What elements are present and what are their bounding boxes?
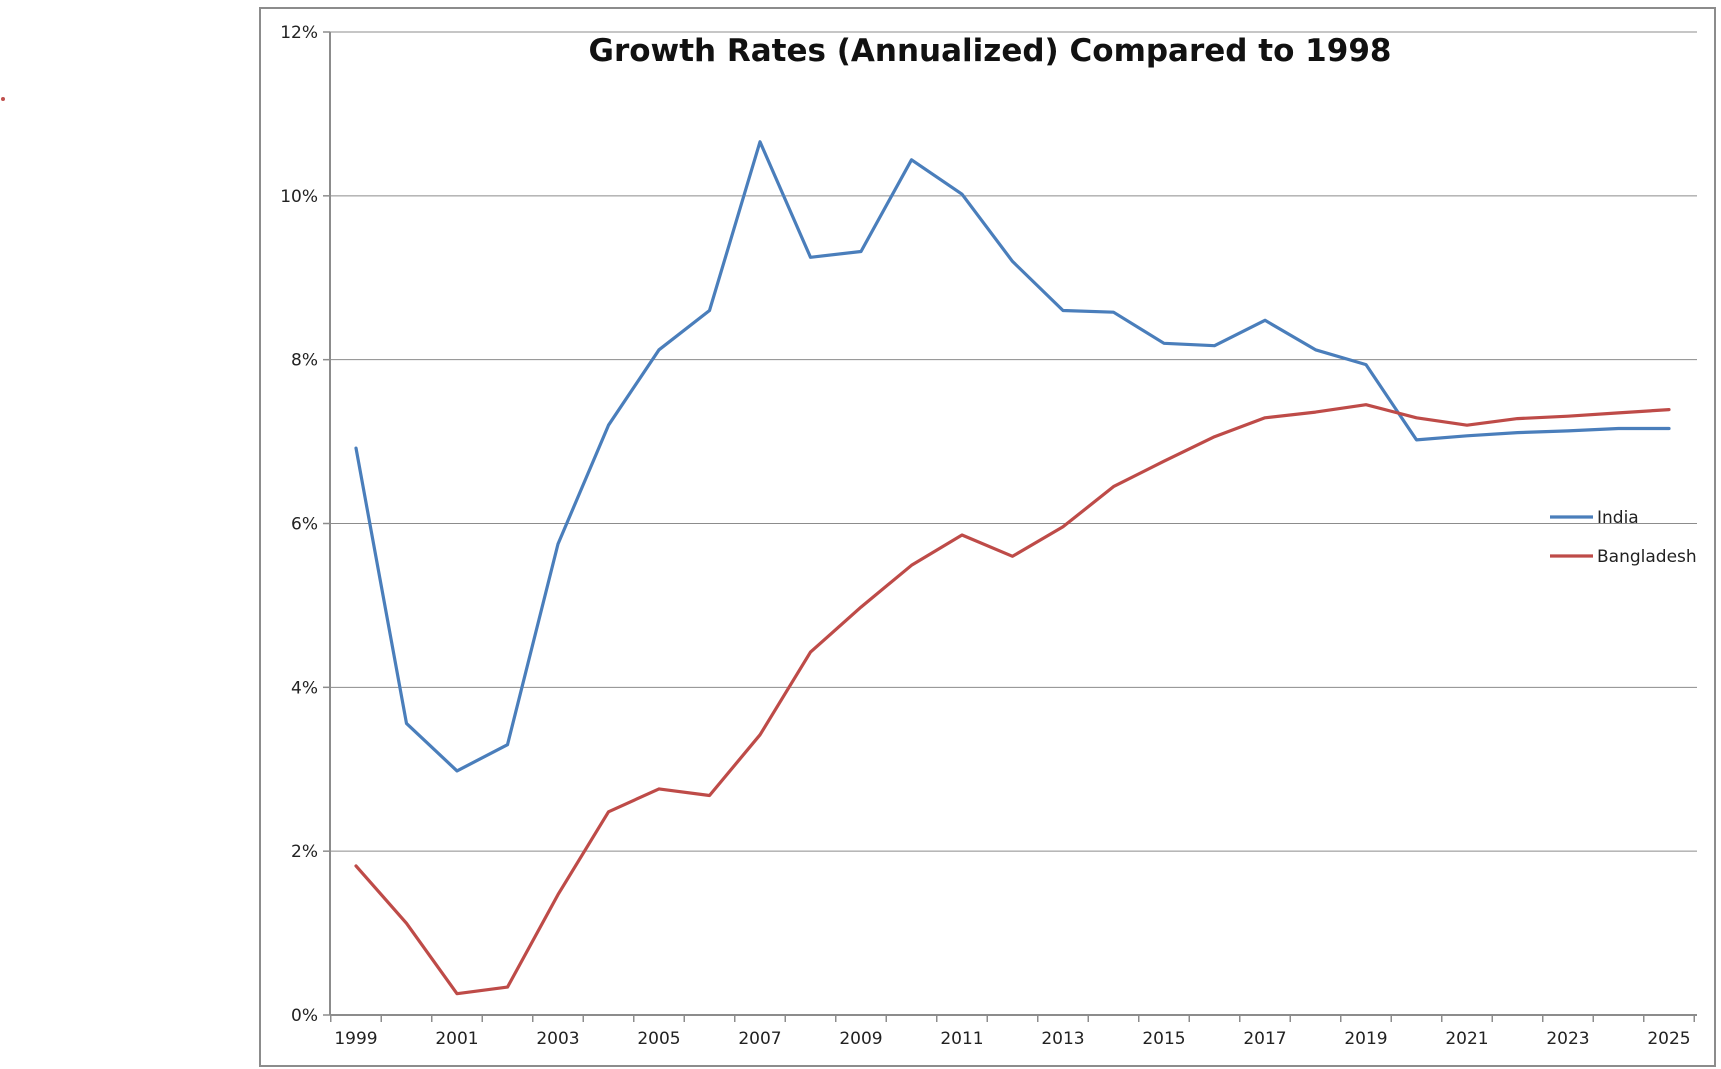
x-tick-label: 2001 (435, 1029, 478, 1049)
x-tick-label: 2019 (1344, 1029, 1387, 1049)
x-tick-label: 2009 (839, 1029, 882, 1049)
x-tick-label: 2023 (1546, 1029, 1589, 1049)
y-tick-label: 2% (291, 842, 318, 862)
y-tick-label: 6% (291, 515, 318, 535)
chart-title: Growth Rates (Annualized) Compared to 19… (589, 33, 1392, 69)
x-tick-label: 2015 (1142, 1029, 1185, 1049)
y-tick-label: 10% (280, 187, 318, 207)
x-tick-label: 2003 (536, 1029, 579, 1049)
gridlines (330, 31, 1697, 852)
x-tick-label: 2005 (637, 1029, 680, 1049)
legend-label-india: India (1597, 508, 1639, 528)
y-tick-label: 0% (291, 1006, 318, 1026)
axes (323, 31, 1697, 1022)
x-tick-label: 2021 (1445, 1029, 1488, 1049)
x-tick-label: 2011 (940, 1029, 983, 1049)
x-tick-label: 1999 (334, 1029, 377, 1049)
x-tick-label: 2013 (1041, 1029, 1084, 1049)
series-line-bangladesh (354, 403, 1671, 996)
chart-frame (259, 7, 1716, 1067)
y-tick-label: 8% (291, 351, 318, 371)
x-tick-labels: 1999 2001 2003 2005 2007 2009 2011 2013 2015 2017… (334, 1029, 1690, 1049)
y-tick-label: 12% (280, 23, 318, 43)
y-tick-label: 4% (291, 678, 318, 698)
x-tick-label: 2007 (738, 1029, 781, 1049)
x-tick-label: 2017 (1243, 1029, 1286, 1049)
stray-dot (1, 97, 5, 101)
y-tick-labels: 0% 2% 4% 6% 8% 10% 12% (280, 23, 318, 1026)
legend: India Bangladesh (1550, 508, 1697, 567)
x-tick-label: 2025 (1647, 1029, 1690, 1049)
series-line-india (354, 140, 1671, 773)
legend-label-bangladesh: Bangladesh (1597, 547, 1697, 567)
series-lines (354, 140, 1671, 996)
